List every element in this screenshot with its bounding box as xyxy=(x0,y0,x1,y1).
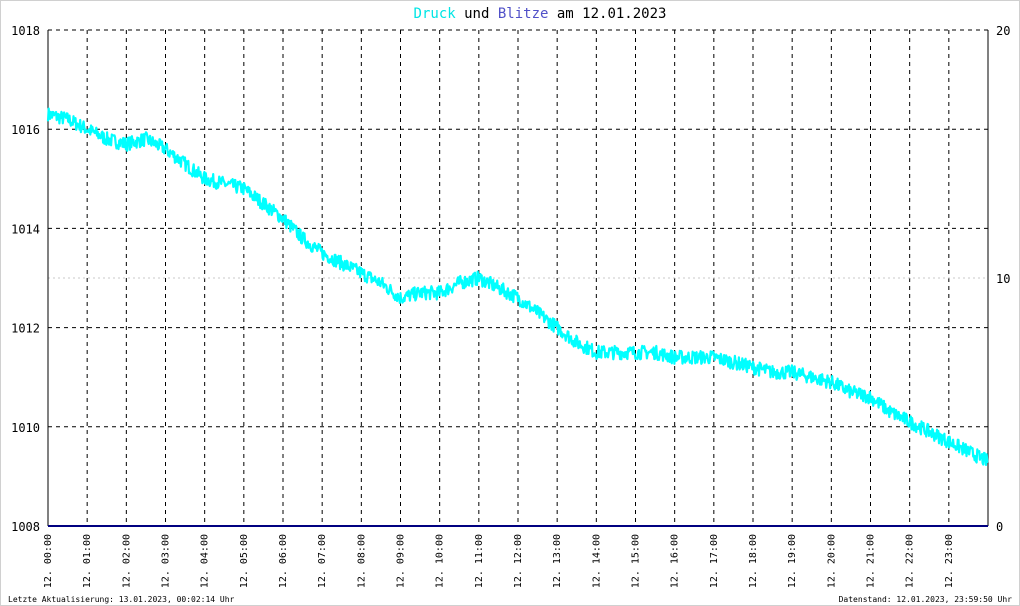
x-tick-label: 12. 13:00 xyxy=(552,534,563,588)
x-tick-label: 12. 19:00 xyxy=(787,534,798,588)
y-left-tick-label: 1012 xyxy=(11,322,40,336)
x-tick-label: 12. 11:00 xyxy=(474,534,485,588)
y-left-tick-label: 1010 xyxy=(11,421,40,435)
x-tick-label: 12. 01:00 xyxy=(82,534,93,588)
x-tick-label: 12. 20:00 xyxy=(826,534,837,588)
x-tick-label: 12. 12:00 xyxy=(513,534,524,588)
pressure-series-line xyxy=(46,107,989,466)
tick-labels: 12. 00:00 12. 01:00 12. 02:00 12. 03:00 12. … xyxy=(11,24,1010,588)
x-tick-label: 12. 23:00 xyxy=(944,534,955,588)
y-left-tick-label: 1018 xyxy=(11,24,40,38)
title-blitze: Blitze xyxy=(498,6,549,22)
y-left-tick-label: 1014 xyxy=(11,222,40,236)
x-tick-label: 12. 15:00 xyxy=(631,534,642,588)
x-tick-label: 12. 10:00 xyxy=(435,534,446,588)
x-tick-label: 12. 07:00 xyxy=(317,534,328,588)
x-tick-label: 12. 14:00 xyxy=(591,534,602,588)
x-tick-label: 12. 16:00 xyxy=(670,534,681,588)
x-tick-label: 12. 17:00 xyxy=(709,534,720,588)
last-update-text: Letzte Aktualisierung: 13.01.2023, 00:02… xyxy=(8,595,235,604)
x-tick-label: 12. 06:00 xyxy=(278,534,289,588)
y-right-tick-label: 20 xyxy=(996,24,1010,38)
x-tick-label: 12. 04:00 xyxy=(200,534,211,588)
x-tick-label: 12. 05:00 xyxy=(239,534,250,588)
series-layer xyxy=(46,107,989,527)
x-tick-label: 12. 02:00 xyxy=(121,534,132,588)
grid xyxy=(47,29,988,526)
x-tick-label: 12. 22:00 xyxy=(905,534,916,588)
y-left-tick-label: 1016 xyxy=(11,123,40,137)
y-right-tick-label: 0 xyxy=(996,520,1003,534)
title-date: am 12.01.2023 xyxy=(548,6,666,22)
x-tick-label: 12. 08:00 xyxy=(356,534,367,588)
y-right-tick-label: 10 xyxy=(996,272,1010,286)
x-tick-label: 12. 03:00 xyxy=(161,534,172,588)
x-tick-label: 12. 18:00 xyxy=(748,534,759,588)
data-timestamp-text: Datenstand: 12.01.2023, 23:59:50 Uhr xyxy=(838,595,1012,604)
title-und: und xyxy=(456,6,498,22)
x-tick-label: 12. 00:00 xyxy=(43,534,54,588)
x-tick-label: 12. 21:00 xyxy=(866,534,877,588)
chart-title: Druck und Blitze am 12.01.2023 xyxy=(414,6,667,22)
y-left-tick-label: 1008 xyxy=(11,520,40,534)
x-tick-label: 12. 09:00 xyxy=(396,534,407,588)
title-druck: Druck xyxy=(414,6,457,22)
